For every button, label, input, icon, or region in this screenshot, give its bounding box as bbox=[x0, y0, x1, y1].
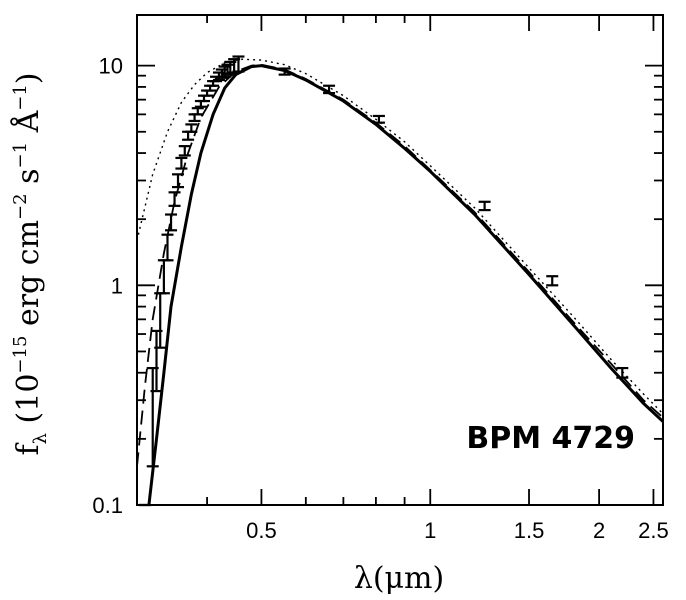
tick-label-layer: 0.5 1 1.5 2 2.5 0.1 1 10 bbox=[92, 54, 668, 543]
y-tick-label: 10 bbox=[99, 54, 123, 79]
error-bar-point bbox=[323, 84, 336, 95]
x-tick-label: 2.5 bbox=[638, 518, 669, 543]
x-axis-label: λ(μm) bbox=[354, 561, 444, 596]
annotation-label: BPM 4729 bbox=[466, 421, 635, 456]
error-bar-point bbox=[478, 200, 491, 212]
series-line-dashed bbox=[137, 63, 663, 467]
error-bar-layer bbox=[138, 55, 629, 507]
error-bar-point bbox=[372, 114, 385, 124]
x-tick-label: 2 bbox=[593, 518, 605, 543]
error-bar-point bbox=[172, 173, 185, 189]
x-tick-label: 0.5 bbox=[246, 518, 277, 543]
error-bar-point bbox=[178, 145, 191, 157]
error-bar-point bbox=[278, 67, 291, 76]
error-bar-point bbox=[616, 366, 629, 379]
y-tick-label: 0.1 bbox=[92, 493, 123, 518]
series-line-dotted bbox=[137, 58, 663, 415]
series-line-solid bbox=[147, 64, 663, 505]
y-axis-label: fλ (10−15 erg cm−2 s−1 Å−1) bbox=[10, 72, 51, 455]
error-bar-point bbox=[165, 213, 178, 232]
y-tick-label: 1 bbox=[111, 273, 123, 298]
x-tick-label: 1.5 bbox=[514, 518, 545, 543]
error-bar-point bbox=[168, 191, 181, 207]
error-bar-point bbox=[191, 107, 204, 116]
tick-layer bbox=[137, 15, 663, 506]
error-bar-point bbox=[185, 123, 198, 133]
error-bar-point bbox=[161, 233, 174, 262]
error-bar-point bbox=[546, 275, 559, 287]
plot-frame bbox=[136, 14, 664, 506]
x-tick-label: 1 bbox=[424, 518, 436, 543]
error-bar-point bbox=[232, 55, 245, 73]
error-bar-point bbox=[182, 130, 195, 141]
error-bar-point bbox=[175, 156, 188, 170]
